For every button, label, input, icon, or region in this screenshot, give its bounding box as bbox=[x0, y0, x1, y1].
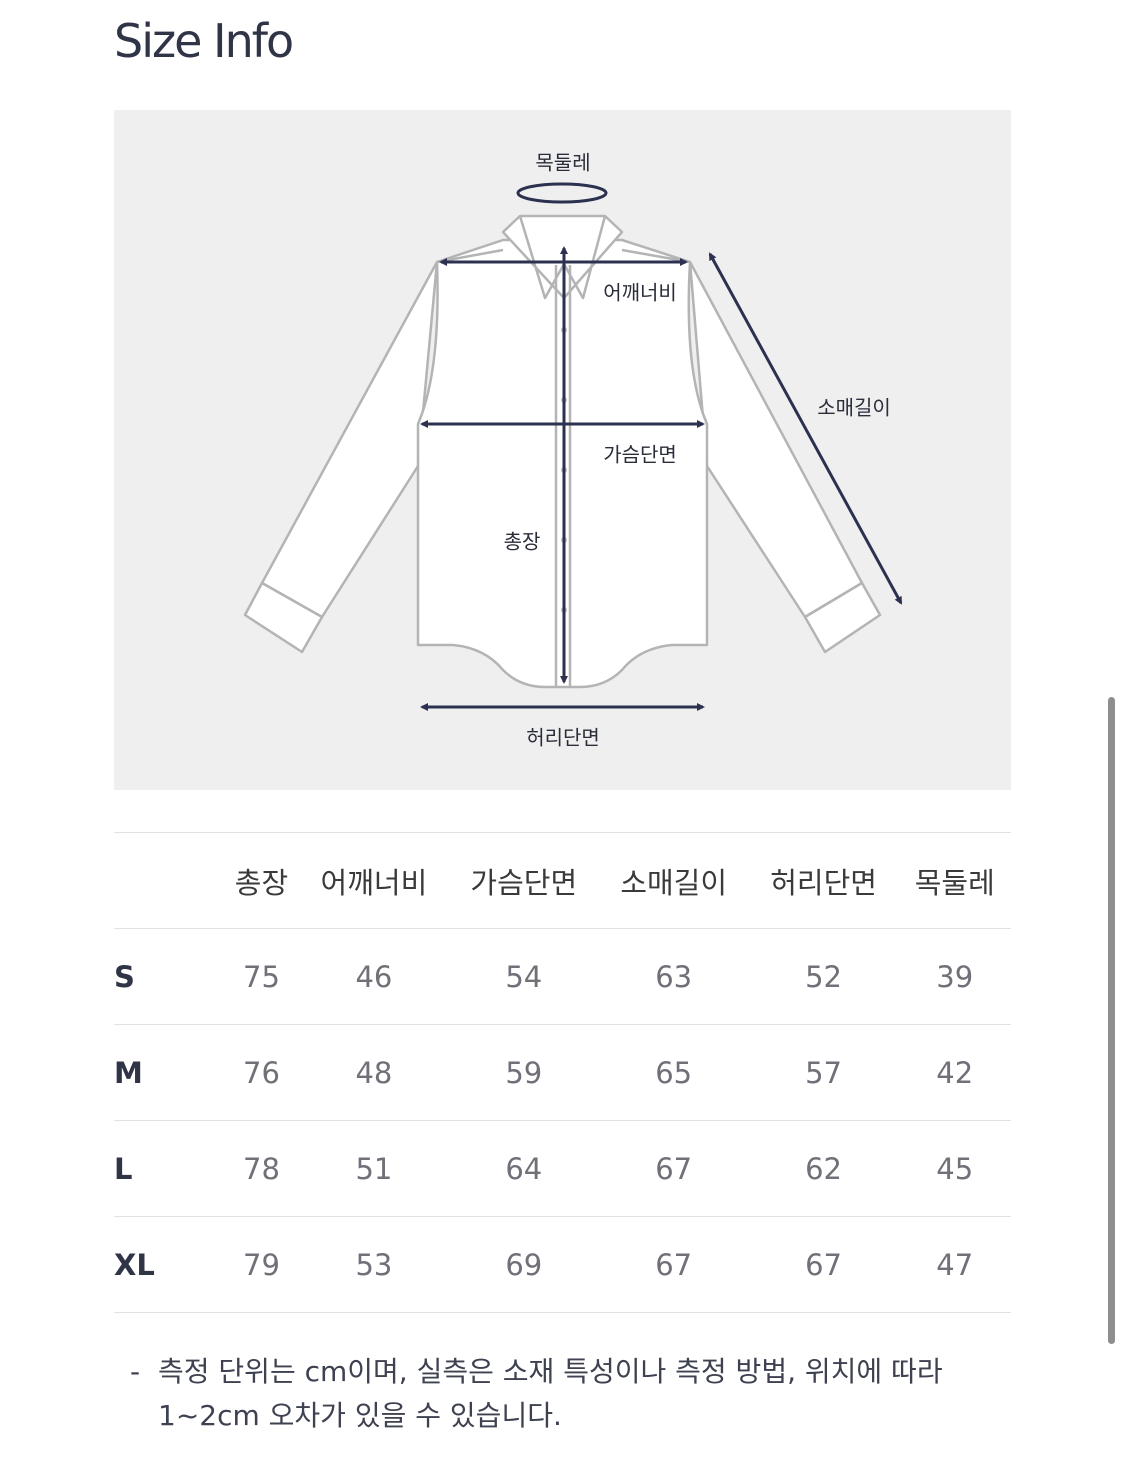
table-row: M 76 48 59 65 57 42 bbox=[114, 1024, 1011, 1121]
sleeve-arrow bbox=[708, 252, 903, 605]
header-cell: 소매길이 bbox=[598, 832, 749, 929]
cell: 62 bbox=[748, 1120, 899, 1217]
note-text: 측정 단위는 cm이며, 실측은 소재 특성이나 측정 방법, 위치에 따라 1… bbox=[158, 1355, 943, 1432]
cell: 46 bbox=[298, 928, 449, 1025]
header-cell: 가슴단면 bbox=[448, 832, 599, 929]
size-label: S bbox=[114, 928, 224, 1025]
cell: 59 bbox=[448, 1024, 599, 1121]
header-cell: 어깨너비 bbox=[298, 832, 449, 929]
size-label: XL bbox=[114, 1216, 224, 1313]
table-row: L 78 51 64 67 62 45 bbox=[114, 1120, 1011, 1217]
label-chest: 가슴단면 bbox=[603, 442, 677, 467]
table-header: 총장 어깨너비 가슴단면 소매길이 허리단면 목둘레 bbox=[114, 832, 1011, 929]
label-length: 총장 bbox=[503, 529, 541, 554]
cell: 78 bbox=[224, 1120, 299, 1217]
neck-measure bbox=[516, 182, 608, 204]
label-sleeve: 소매길이 bbox=[817, 395, 891, 420]
cell: 47 bbox=[898, 1216, 1011, 1313]
cell: 76 bbox=[224, 1024, 299, 1121]
measurement-note: - 측정 단위는 cm이며, 실측은 소재 특성이나 측정 방법, 위치에 따라… bbox=[130, 1350, 1010, 1438]
cell: 67 bbox=[598, 1120, 749, 1217]
table-row: S 75 46 54 63 52 39 bbox=[114, 928, 1011, 1025]
header-cell: 총장 bbox=[224, 832, 299, 929]
cell: 39 bbox=[898, 928, 1011, 1025]
cell: 54 bbox=[448, 928, 599, 1025]
cell: 67 bbox=[748, 1216, 899, 1313]
cell: 64 bbox=[448, 1120, 599, 1217]
cell: 63 bbox=[598, 928, 749, 1025]
cell: 69 bbox=[448, 1216, 599, 1313]
cell: 79 bbox=[224, 1216, 299, 1313]
label-shoulder: 어깨너비 bbox=[603, 280, 677, 305]
label-neck: 목둘레 bbox=[535, 150, 591, 175]
cell: 45 bbox=[898, 1120, 1011, 1217]
page-title: Size Info bbox=[114, 14, 294, 68]
size-label: L bbox=[114, 1120, 224, 1217]
size-table: 총장 어깨너비 가슴단면 소매길이 허리단면 목둘레 S 75 46 54 63… bbox=[114, 832, 1011, 1313]
label-waist: 허리단면 bbox=[526, 725, 600, 750]
shirt-diagram bbox=[243, 182, 903, 711]
cell: 75 bbox=[224, 928, 299, 1025]
note-bullet: - bbox=[130, 1355, 141, 1388]
header-cell: 허리단면 bbox=[748, 832, 899, 929]
cell: 67 bbox=[598, 1216, 749, 1313]
cell: 65 bbox=[598, 1024, 749, 1121]
cell: 51 bbox=[298, 1120, 449, 1217]
size-diagram: 목둘레 어깨너비 소매길이 가슴단면 총장 허리단면 bbox=[114, 110, 1011, 790]
cell: 57 bbox=[748, 1024, 899, 1121]
table-row: XL 79 53 69 67 67 47 bbox=[114, 1216, 1011, 1313]
cell: 42 bbox=[898, 1024, 1011, 1121]
cell: 53 bbox=[298, 1216, 449, 1313]
cell: 48 bbox=[298, 1024, 449, 1121]
header-cell: 목둘레 bbox=[898, 832, 1011, 929]
header-empty bbox=[114, 832, 224, 929]
cell: 52 bbox=[748, 928, 899, 1025]
size-label: M bbox=[114, 1024, 224, 1121]
scrollbar[interactable] bbox=[1108, 697, 1115, 1344]
